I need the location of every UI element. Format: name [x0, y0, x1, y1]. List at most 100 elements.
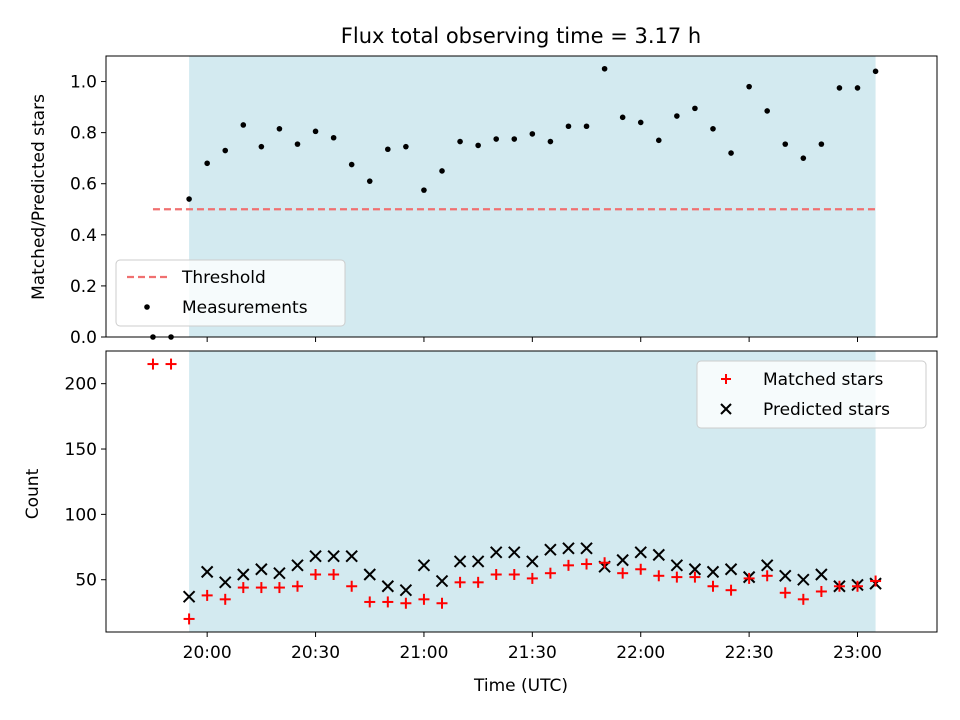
- predicted-x-stroke: [200, 565, 214, 579]
- predicted-star-point: [417, 559, 431, 572]
- measurement-point: [565, 123, 572, 130]
- predicted-x-stroke: [490, 546, 503, 559]
- predicted-star-point: [508, 546, 521, 559]
- measurement-point: [348, 161, 355, 168]
- predicted-star-point: [471, 555, 485, 568]
- measurement-point: [330, 134, 337, 141]
- matched-star-point: [815, 585, 827, 597]
- predicted-x-stroke: [399, 583, 413, 597]
- predicted-star-point: [670, 559, 684, 572]
- measurement-point: [674, 113, 680, 119]
- top-legend: Threshold Measurements: [115, 259, 346, 327]
- matched-star-point: [183, 613, 195, 625]
- predicted-star-point: [453, 555, 467, 568]
- matched-star-point: [617, 567, 629, 579]
- measurement-point: [385, 146, 391, 153]
- chart-title: Flux total observing time = 3.17 h: [341, 24, 701, 48]
- matched-star-point: [255, 582, 267, 594]
- matched-star-point: [544, 567, 556, 579]
- measurement-point: [258, 143, 265, 150]
- measurement-point: [294, 141, 301, 147]
- predicted-star-point: [273, 566, 286, 580]
- predicted-x-stroke: [779, 569, 792, 583]
- measurement-point: [872, 68, 879, 75]
- predicted-star-point: [706, 565, 720, 579]
- predicted-star-point: [634, 546, 647, 559]
- top-panel: 0.0 0.2 0.4 0.6 0.8 1.0 Flux total observing …: [29, 24, 938, 348]
- top-legend-box: [115, 259, 346, 327]
- top-y-tick-label: 0.4: [70, 226, 97, 246]
- measurement-point: [547, 138, 554, 145]
- predicted-x-stroke: [273, 566, 286, 580]
- predicted-x-stroke: [345, 549, 358, 563]
- matched-star-point: [743, 572, 755, 584]
- predicted-star-point: [544, 543, 557, 556]
- bottom-legend-box: [696, 360, 927, 429]
- predicted-x-stroke: [634, 546, 647, 559]
- matched-star-point: [201, 589, 213, 601]
- predicted-x-stroke: [760, 559, 774, 572]
- matched-star-point: [364, 596, 376, 608]
- measurement-point: [511, 136, 518, 142]
- measurement-point: [366, 178, 373, 184]
- matched-star-point: [472, 576, 484, 588]
- matched-star-point: [635, 563, 647, 575]
- bottom-y-tick-label: 200: [65, 375, 97, 395]
- measurement-point: [457, 138, 463, 145]
- predicted-x-stroke: [182, 590, 196, 603]
- predicted-x-stroke: [616, 553, 629, 567]
- predicted-star-point: [237, 568, 250, 581]
- measurement-point: [728, 150, 734, 156]
- matched-star-point: [418, 593, 430, 605]
- matched-star-point: [400, 597, 412, 609]
- top-y-ticks: 0.0 0.2 0.4 0.6 0.8 1.0: [70, 73, 106, 348]
- top-y-tick-label: 0.0: [70, 328, 97, 348]
- predicted-x-stroke: [363, 568, 376, 581]
- measurement-point: [746, 83, 752, 90]
- predicted-star-point: [652, 548, 666, 562]
- matched-star-point: [328, 568, 340, 580]
- predicted-x-stroke: [417, 559, 431, 572]
- predicted-x-stroke: [508, 546, 521, 559]
- predicted-x-stroke: [580, 542, 593, 555]
- predicted-star-point: [345, 549, 358, 563]
- bottom-y-tick-label: 100: [65, 505, 97, 525]
- bottom-y-tick-label: 150: [65, 440, 97, 460]
- matched-star-point: [797, 593, 809, 605]
- x-tick-label: 22:30: [725, 643, 774, 663]
- measurement-point: [619, 114, 626, 121]
- matched-star-point: [237, 582, 249, 594]
- matched-star-point: [310, 568, 322, 580]
- predicted-x-stroke: [652, 548, 666, 562]
- top-x-ticks: [206, 337, 859, 342]
- measurement-point: [204, 160, 210, 167]
- measurement-point: [818, 141, 825, 147]
- bottom-y-ticks: 50 100 150 200: [65, 375, 106, 591]
- predicted-star-point: [580, 542, 593, 555]
- matched-star-point: [490, 568, 502, 580]
- matched-star-point: [761, 570, 773, 582]
- predicted-star-point: [399, 583, 413, 597]
- matched-star-point: [346, 580, 358, 592]
- measurement-point: [782, 141, 789, 147]
- predicted-star-point: [219, 576, 232, 589]
- legend-matched-label: Matched stars: [763, 370, 883, 390]
- predicted-star-point: [182, 590, 196, 603]
- top-y-tick-label: 0.8: [70, 124, 97, 144]
- measurement-point: [655, 137, 662, 144]
- predicted-x-stroke: [327, 549, 340, 563]
- top-y-tick-label: 1.0: [70, 73, 97, 93]
- measurement-point: [764, 108, 770, 114]
- x-tick-label: 22:00: [616, 643, 665, 663]
- predicted-star-point: [435, 574, 449, 588]
- matched-star-point: [508, 568, 520, 580]
- measurement-point: [637, 119, 644, 126]
- predicted-x-stroke: [255, 563, 268, 576]
- predicted-star-point: [688, 563, 702, 576]
- x-tick-label: 21:30: [508, 643, 557, 663]
- matched-star-point: [689, 571, 701, 583]
- x-tick-label: 21:00: [399, 643, 448, 663]
- top-y-tick-label: 0.6: [70, 175, 97, 195]
- matched-star-point: [526, 572, 538, 584]
